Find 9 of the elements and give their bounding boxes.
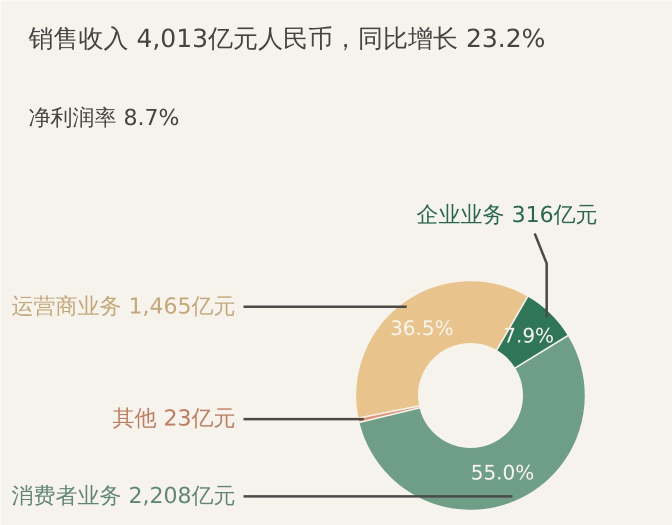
chart-title: 销售收入 4,013亿元人民币，同比增长 23.2% <box>28 24 546 53</box>
slice-label: 消费者业务 2,208亿元 <box>12 484 236 509</box>
data-label: 55.0% <box>470 460 534 484</box>
data-label: 36.5% <box>390 316 454 340</box>
data-label: 7.9% <box>503 324 554 348</box>
chart-subtitle: 净利润率 8.7% <box>28 106 180 131</box>
slice-label: 运营商业务 1,465亿元 <box>12 294 236 320</box>
slice-label: 企业业务 316亿元 <box>416 203 598 228</box>
slice-label: 其他 23亿元 <box>112 406 236 432</box>
